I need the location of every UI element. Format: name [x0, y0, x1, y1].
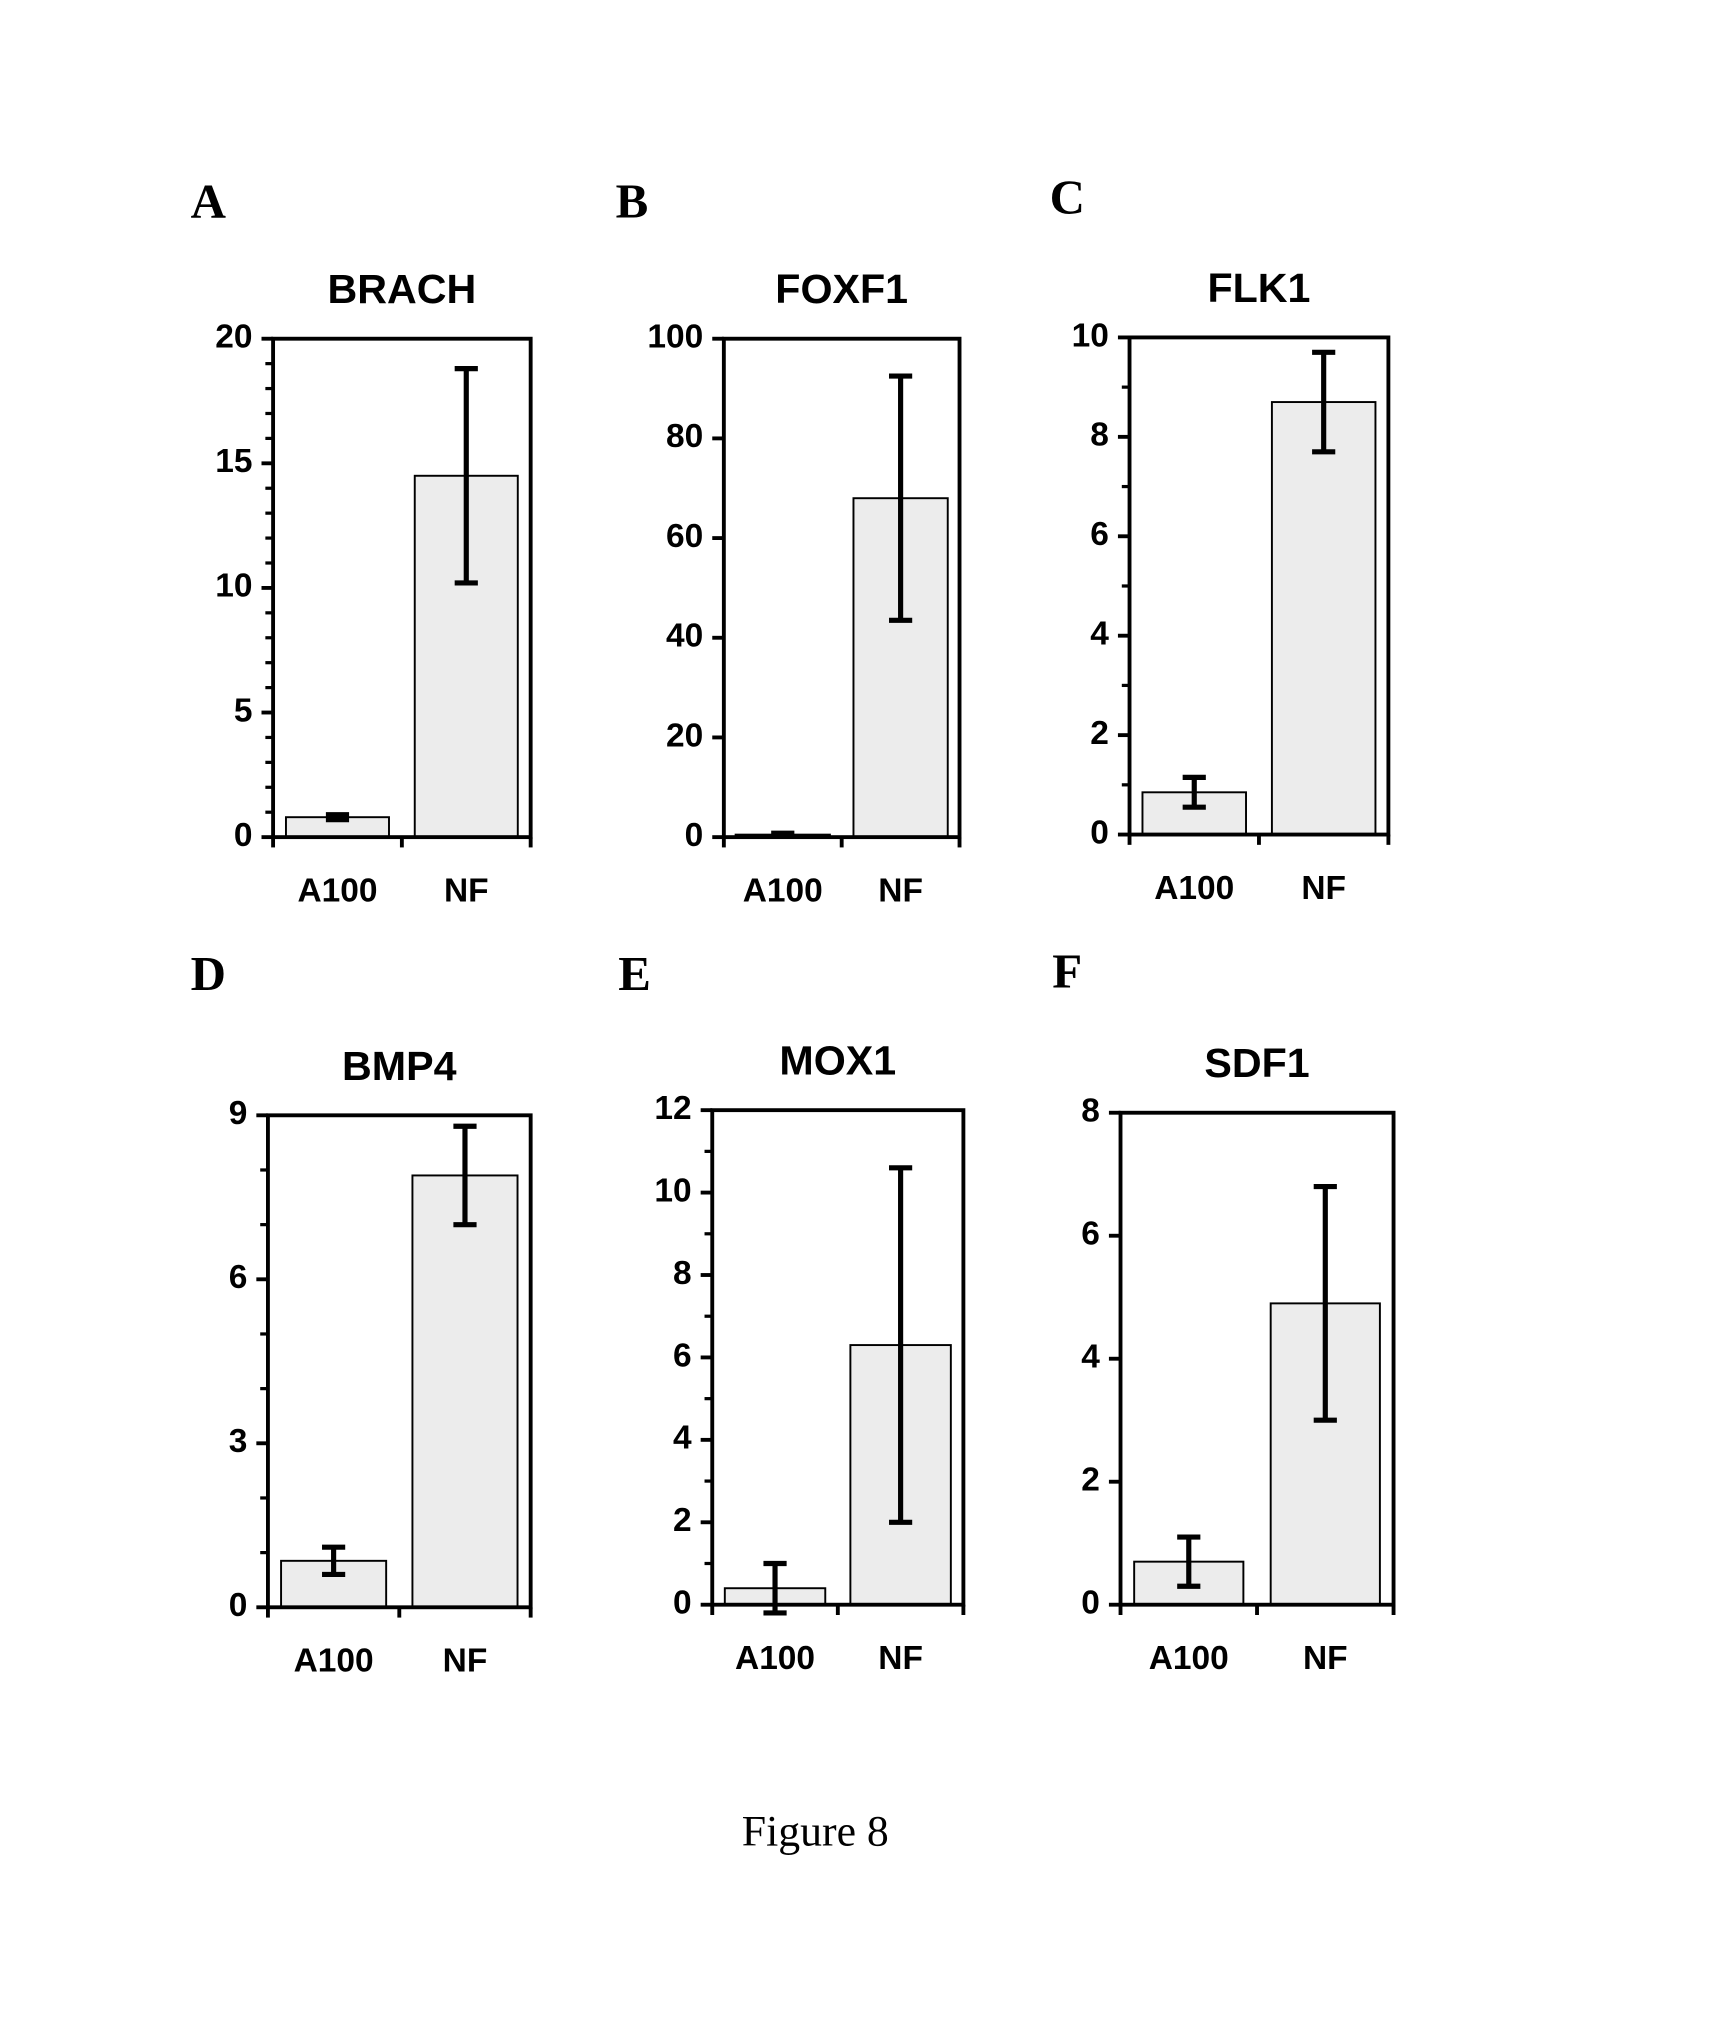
x-tick-label: NF [444, 872, 489, 909]
y-tick-label: 8 [1090, 417, 1109, 454]
chart-title: SDF1 [1204, 1040, 1309, 1086]
x-tick-label: NF [878, 872, 923, 909]
y-tick-label: 4 [673, 1420, 692, 1457]
bar [1272, 402, 1376, 834]
y-tick-label: 2 [1090, 715, 1109, 752]
y-tick-label: 6 [1081, 1216, 1100, 1253]
x-tick-label: A100 [294, 1643, 374, 1680]
y-tick-label: 6 [673, 1337, 692, 1374]
y-tick-label: 4 [1090, 616, 1109, 653]
y-tick-label: 0 [229, 1587, 248, 1624]
figure-caption: Figure 8 [742, 1807, 889, 1855]
y-tick-label: 0 [1081, 1585, 1100, 1622]
chart-title: BMP4 [342, 1043, 457, 1089]
y-tick-label: 10 [1072, 317, 1109, 354]
x-tick-label: A100 [735, 1640, 815, 1677]
panel-label: E [618, 946, 651, 1001]
y-tick-label: 0 [685, 817, 704, 854]
x-tick-label: NF [443, 1643, 488, 1680]
y-tick-label: 15 [215, 443, 252, 480]
y-tick-label: 4 [1081, 1339, 1100, 1376]
y-tick-label: 6 [1090, 516, 1109, 553]
y-tick-label: 2 [673, 1502, 692, 1539]
bar [412, 1175, 517, 1607]
chart-title: FOXF1 [775, 266, 908, 312]
chart-title: MOX1 [779, 1038, 896, 1084]
chart-title: BRACH [327, 266, 476, 312]
y-tick-label: 3 [229, 1423, 248, 1460]
y-tick-label: 5 [234, 692, 253, 729]
x-tick-label: A100 [1154, 870, 1234, 907]
y-tick-label: 9 [229, 1095, 248, 1132]
y-tick-label: 60 [666, 518, 703, 555]
y-tick-label: 2 [1081, 1462, 1100, 1499]
y-tick-label: 12 [654, 1090, 691, 1127]
y-tick-label: 0 [234, 817, 253, 854]
x-tick-label: A100 [297, 872, 377, 909]
x-tick-label: NF [878, 1640, 923, 1677]
y-tick-label: 10 [654, 1172, 691, 1209]
y-tick-label: 8 [673, 1255, 692, 1292]
chart-title: FLK1 [1207, 265, 1310, 311]
panel-label: B [616, 173, 649, 228]
panel-label: F [1052, 943, 1082, 998]
panel-label: D [191, 946, 226, 1001]
y-tick-label: 80 [666, 418, 703, 455]
y-tick-label: 10 [215, 568, 252, 605]
y-tick-label: 0 [673, 1585, 692, 1622]
y-tick-label: 0 [1090, 814, 1109, 851]
y-tick-label: 40 [666, 618, 703, 655]
y-tick-label: 20 [215, 319, 252, 356]
y-tick-label: 20 [666, 717, 703, 754]
y-tick-label: 6 [229, 1259, 248, 1296]
y-tick-label: 8 [1081, 1093, 1100, 1130]
y-tick-label: 100 [647, 319, 703, 356]
panel-label: A [191, 173, 226, 228]
x-tick-label: A100 [1149, 1640, 1229, 1677]
panel-label: C [1050, 169, 1085, 224]
error-bar [326, 815, 349, 820]
x-tick-label: NF [1301, 870, 1346, 907]
x-tick-label: NF [1303, 1640, 1348, 1677]
x-tick-label: A100 [743, 872, 823, 909]
